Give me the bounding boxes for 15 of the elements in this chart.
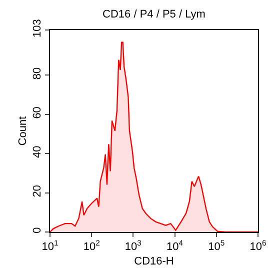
x-tick-label: 10$^{6}$ (250, 238, 266, 254)
x-tick-label: 10$^{2}$ (83, 238, 100, 254)
chart-title: CD16 / P4 / P5 / Lym (102, 8, 206, 20)
y-tick-label: 20 (32, 185, 44, 198)
x-axis-title: CD16-H (134, 255, 174, 268)
x-tick-label: 10$^{4}$ (166, 238, 184, 254)
y-tick-label: 40 (32, 146, 44, 158)
y-axis-title: Count (17, 116, 30, 146)
y-tick-label: 80 (32, 67, 44, 80)
y-tick-label: 0 (32, 227, 44, 234)
x-tick-label: 10$^{3}$ (124, 238, 142, 254)
y-tick-label: 103 (32, 19, 44, 38)
x-tick-label: 10$^{1}$ (42, 238, 58, 254)
y-tick-label: 60 (32, 106, 44, 119)
x-tick-label: 10$^{5}$ (208, 238, 225, 254)
